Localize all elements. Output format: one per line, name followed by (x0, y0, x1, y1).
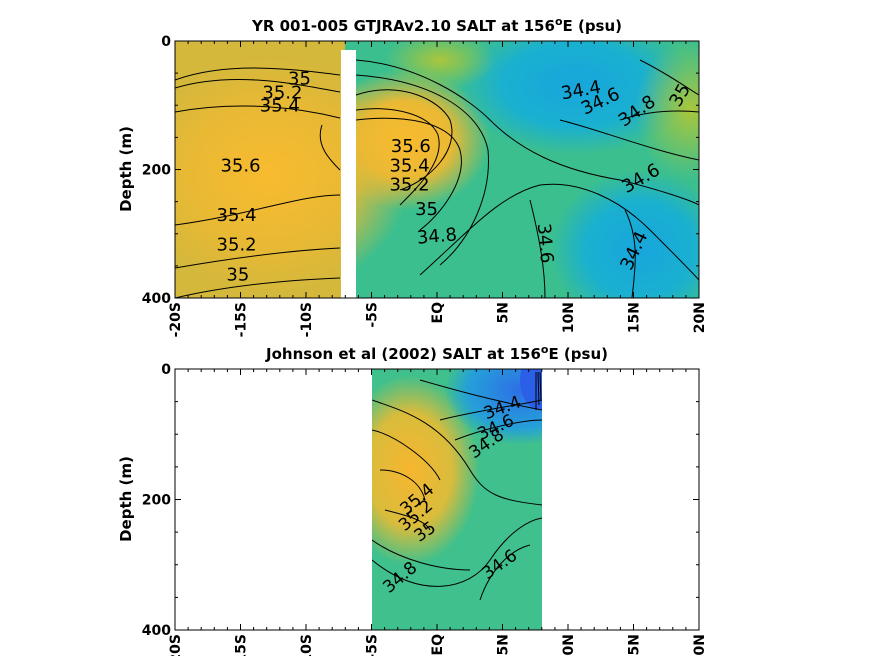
x-tick-label: 20N (692, 302, 708, 333)
y-tick-label: 0 (161, 34, 171, 50)
x-tick-label: -10S (299, 302, 315, 337)
x-tick-label: 5N (496, 302, 512, 323)
contour-label: 35.6 (220, 155, 260, 176)
contour-label: 35 (415, 199, 438, 220)
x-tick-label: 10N (561, 302, 577, 333)
contour-label: 35.2 (217, 234, 257, 255)
top-salinity-field (175, 41, 699, 298)
x-tick-label: 15N (627, 302, 643, 333)
contour-label: 35.2 (262, 83, 302, 104)
contour-label: 35.6 (391, 136, 431, 157)
x-tick-label: 20N (692, 634, 708, 656)
contour-label: 35.4 (389, 155, 429, 176)
bottom-contours (372, 371, 542, 601)
y-tick-label: 400 (142, 291, 171, 307)
contour-label: 35.4 (217, 205, 257, 226)
bottom-chart-title: Johnson et al (2002) SALT at 156oE (psu) (265, 343, 608, 363)
top-chart-title: YR 001-005 GTJRAv2.10 SALT at 156oE (psu… (251, 15, 622, 35)
x-tick-label: 5N (496, 634, 512, 655)
bottom-y-axis-label: Depth (m) (117, 456, 135, 542)
bottom-y-axis: 0 200 400 (142, 362, 699, 639)
y-tick-label: 200 (142, 493, 171, 509)
contour-label: 35 (226, 265, 249, 286)
x-tick-label: -20S (168, 302, 184, 337)
bottom-x-axis: -20S -15S -10S -5S EQ 5N 10N 15N 20N (168, 369, 708, 656)
contour-label: 35 (288, 69, 311, 90)
x-tick-label: EQ (430, 302, 446, 324)
x-tick-label: 15N (627, 634, 643, 656)
top-y-axis-label: Depth (m) (117, 126, 135, 212)
x-tick-label: -10S (299, 634, 315, 656)
contour-label: 34.6 (533, 222, 557, 264)
top-contours (175, 59, 699, 298)
x-tick-label: 10N (561, 634, 577, 656)
x-tick-label: EQ (430, 634, 446, 656)
top-missing-data-strip (341, 50, 356, 298)
top-y-axis: 0 200 400 (142, 34, 699, 307)
x-tick-label: -15S (234, 634, 250, 656)
y-tick-label: 400 (142, 623, 171, 639)
x-tick-label: -15S (234, 302, 250, 337)
top-panel: 3535.235.435.635.435.23535.635.435.23534… (117, 15, 708, 337)
x-tick-label: -5S (365, 634, 381, 656)
contour-label: 34.8 (416, 224, 458, 248)
bottom-salinity-field (372, 369, 542, 630)
contour-label: 35.2 (389, 175, 429, 196)
x-tick-label: -20S (168, 634, 184, 656)
x-tick-label: -5S (365, 302, 381, 328)
top-x-axis: -20S -15S -10S -5S EQ 5N 10N 15N 20N (168, 41, 708, 337)
contour-label: 35.4 (260, 96, 300, 117)
y-tick-label: 0 (161, 362, 171, 378)
y-tick-label: 200 (142, 163, 171, 179)
